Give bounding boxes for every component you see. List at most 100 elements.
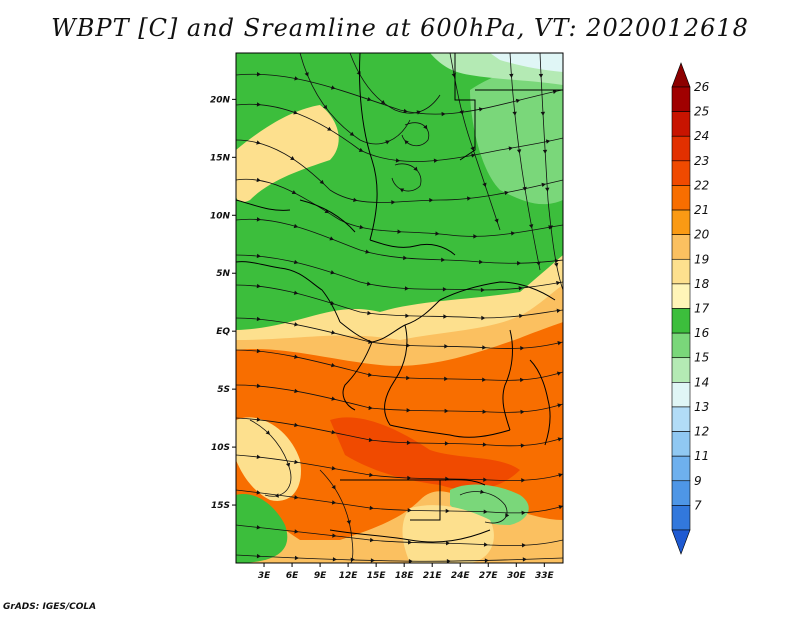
streamline-arrowhead: [522, 186, 527, 192]
longitude-axis: 3E 6E 9E 12E 15E 18E 21E 24E 27E 30E 33E: [258, 563, 554, 581]
streamline-arrowhead: [256, 140, 261, 145]
colorbar-label: 23: [694, 154, 709, 168]
colorbar-segment: [671, 160, 691, 186]
streamline-arrowhead: [517, 261, 522, 266]
map-frame: [235, 52, 564, 564]
streamline-arrowhead: [520, 409, 525, 415]
streamline-arrowhead: [294, 388, 299, 394]
streamline-arrowhead: [442, 287, 447, 292]
streamline-arrowhead: [331, 466, 336, 471]
streamline-arrowhead: [552, 89, 558, 95]
lon-tick-label: 24E: [451, 571, 471, 581]
streamline-arrowhead: [444, 408, 449, 414]
streamline-arrowhead: [554, 262, 559, 268]
lon-tick-label: 3E: [258, 571, 271, 581]
colorbar-segment: [671, 406, 691, 432]
streamline-arrowhead: [482, 377, 487, 382]
streamline-arrowhead: [478, 259, 484, 265]
streamline-arrowhead: [353, 197, 358, 203]
streamline-arrowhead: [256, 253, 261, 259]
streamline-arrowhead: [406, 408, 411, 413]
streamline-arrowhead: [331, 484, 336, 490]
streamline-arrowhead: [557, 341, 562, 346]
streamline-arrowhead: [405, 313, 410, 318]
colorbar-segment: [671, 86, 691, 112]
streamline-arrowhead: [557, 403, 562, 408]
streamline-arrowhead: [407, 475, 412, 481]
streamline-arrowhead: [327, 126, 332, 131]
streamline-arrowhead: [293, 110, 298, 115]
streamline-arrowhead: [256, 490, 261, 495]
streamline-arrowhead: [256, 316, 261, 322]
colorbar-label: 15: [694, 351, 709, 365]
colorbar-label: 11: [694, 449, 709, 463]
colorbar-label: 13: [694, 400, 709, 414]
streamline-arrowhead: [413, 166, 418, 172]
colorbar-segment: [671, 234, 691, 260]
streamline-arrowhead: [545, 139, 551, 144]
colorbar-segment: [671, 480, 691, 506]
streamline-arrowhead: [435, 231, 440, 236]
streamline-arrowhead: [508, 146, 513, 151]
streamline-arrowhead: [471, 153, 476, 158]
streamline-arrowhead: [558, 505, 563, 510]
streamline-arrowhead: [480, 489, 485, 494]
colorbar-segment: [671, 308, 691, 334]
streamline-arrowhead: [368, 372, 373, 377]
streamline-arrowhead: [516, 149, 522, 154]
streamline-arrowhead: [459, 110, 464, 115]
streamline-arrowhead: [519, 377, 525, 383]
streamline-arrowhead: [332, 557, 337, 562]
streamline-arrowhead: [504, 190, 509, 196]
streamline-arrowhead: [330, 270, 335, 275]
streamline-arrowhead: [494, 218, 499, 224]
streamline-arrowhead: [403, 108, 408, 114]
lat-tick-label: 5N: [216, 269, 230, 279]
streamline-arrowhead: [331, 396, 336, 401]
streamline-arrowhead: [521, 543, 527, 548]
streamline-arrowhead: [294, 354, 299, 359]
streamline-arrowhead: [406, 375, 411, 381]
streamline-arrowhead: [556, 280, 561, 286]
streamline-arrowhead: [509, 73, 514, 78]
streamline-arrowhead: [294, 322, 299, 327]
streamline-arrowhead: [446, 540, 451, 546]
footer-credit: GrADS: IGES/COLA: [3, 602, 97, 612]
country-boundaries: [236, 53, 563, 543]
streamline-arrowhead: [331, 500, 337, 505]
colorbar-label: 22: [694, 178, 709, 192]
colorbar-label: 14: [694, 375, 709, 389]
streamline-arrowhead: [294, 555, 299, 561]
streamline-arrowhead: [482, 409, 487, 414]
streamline-arrowhead: [467, 196, 472, 201]
streamline-arrowhead: [406, 440, 411, 445]
streamline-arrowhead: [519, 313, 524, 319]
streamline-arrowhead: [554, 258, 559, 264]
streamline-arrowhead: [304, 72, 309, 77]
streamline-arrowhead: [365, 249, 370, 254]
colorbar-segment: [671, 111, 691, 137]
streamline-arrowhead: [510, 231, 516, 236]
streamline-arrowhead: [332, 533, 337, 538]
colorbar-segment: [671, 505, 691, 531]
streamline-arrowhead: [256, 417, 261, 422]
map-area: [236, 53, 563, 563]
streamline-arrowhead: [538, 73, 544, 78]
streamline-arrowhead: [423, 124, 428, 130]
colorbar-label: 19: [694, 252, 709, 266]
lat-tick-label: 15S: [211, 501, 230, 511]
colorbar-segment: [671, 258, 691, 285]
colorbar-segment: [671, 185, 691, 211]
streamline-arrowhead: [441, 257, 446, 263]
streamline-arrowhead: [444, 376, 449, 382]
streamline-arrowhead: [256, 217, 261, 222]
streamline-arrowhead: [349, 131, 355, 136]
streamline-arrowhead: [522, 557, 527, 562]
lon-tick-label: 30E: [507, 571, 527, 581]
streamline-arrowhead: [520, 346, 525, 351]
streamline-arrowhead: [274, 493, 279, 498]
colorbar-segment: [671, 283, 691, 309]
lon-tick-label: 18E: [395, 571, 415, 581]
streamline-arrowhead: [285, 462, 291, 468]
